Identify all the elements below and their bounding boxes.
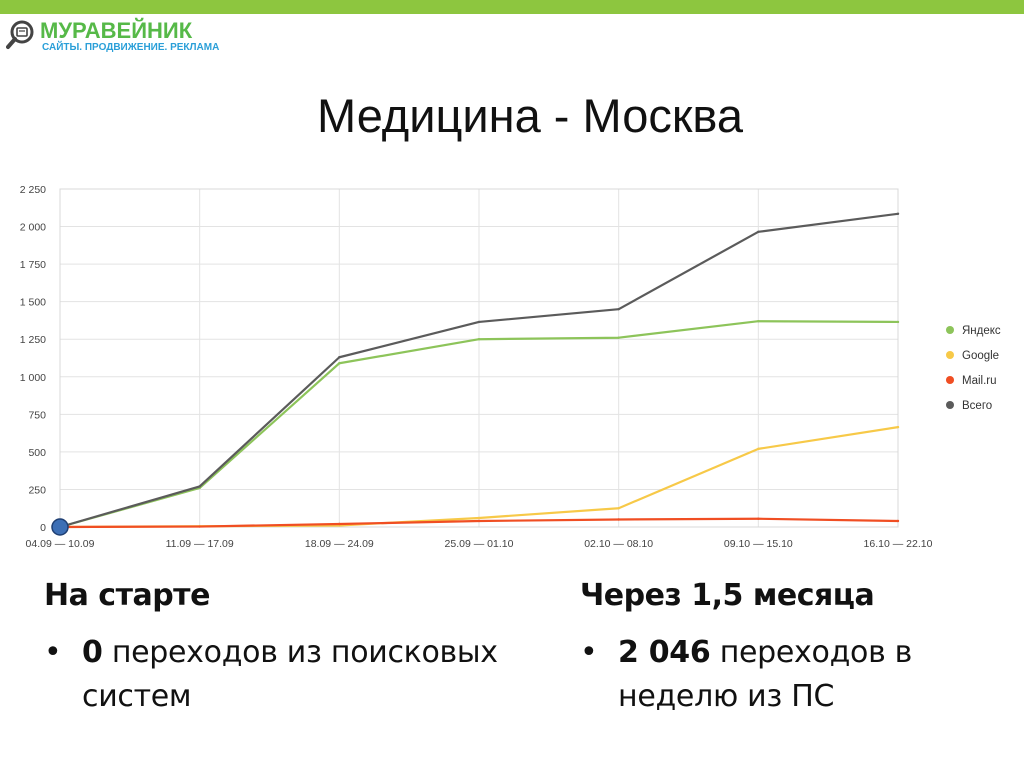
y-tick-label: 2 250 — [20, 184, 46, 196]
x-tick-label: 25.09 — 01.10 — [445, 538, 514, 550]
y-tick-label: 1 000 — [20, 372, 46, 384]
legend-label: Google — [962, 350, 999, 362]
data-point — [896, 425, 900, 429]
y-tick-label: 1 500 — [20, 297, 46, 309]
line-chart: 0 250 500 750 1 000 1 250 1 500 1 750 2 000 2 250… — [0, 172, 1024, 560]
after-value: 2 046 — [618, 635, 711, 670]
legend-label: Яндекс — [962, 325, 1001, 337]
data-point — [338, 522, 341, 526]
after-text: переходов в неделю из ПС — [618, 635, 913, 714]
start-heading: На старте — [44, 578, 210, 613]
y-tick-label: 0 — [40, 522, 46, 534]
y-tick-label: 2 000 — [20, 222, 46, 234]
x-tick-label: 02.10 — 08.10 — [584, 538, 653, 550]
bullet-marker: • — [44, 635, 62, 670]
data-point — [477, 338, 481, 341]
data-point — [896, 519, 900, 523]
data-point — [896, 320, 900, 324]
start-text: переходов из поисковых систем — [82, 635, 498, 714]
data-point — [477, 516, 481, 520]
y-tick-label: 500 — [28, 447, 46, 459]
x-tick-label: 18.09 — 24.09 — [305, 538, 374, 550]
plot-border — [59, 188, 899, 528]
data-point — [198, 485, 201, 488]
legend-label: Mail.ru — [962, 375, 997, 387]
start-marker — [51, 518, 69, 536]
data-point — [617, 307, 620, 311]
x-tick-label: 11.09 — 17.09 — [166, 538, 234, 550]
top-accent-bar — [0, 0, 1024, 14]
data-point — [757, 517, 760, 520]
legend-swatch — [946, 376, 954, 384]
start-value: 0 — [82, 635, 103, 670]
y-tick-label: 750 — [28, 409, 46, 421]
brand-tagline: САЙТЫ. ПРОДВИЖЕНИЕ. РЕКЛАМА — [42, 42, 220, 53]
result-after: Через 1,5 месяца • 2 046 переходов в нед… — [580, 578, 1020, 719]
brand-name: МУРАВЕЙНИК — [40, 18, 193, 43]
legend-swatch — [946, 326, 954, 334]
data-point — [617, 518, 620, 521]
legend-label: Всего — [962, 400, 992, 412]
y-tick-label: 1 750 — [20, 259, 46, 271]
data-point — [757, 447, 760, 451]
data-point — [477, 519, 481, 523]
after-heading: Через 1,5 месяца — [580, 578, 875, 613]
legend-swatch — [946, 401, 954, 409]
data-point — [757, 319, 760, 323]
data-point — [896, 212, 900, 215]
result-start: На старте • 0 переходов из поисковых сис… — [44, 578, 514, 719]
brand-logo[interactable]: МУРАВЕЙНИК САЙТЫ. ПРОДВИЖЕНИЕ. РЕКЛАМА — [4, 18, 219, 62]
data-point — [338, 356, 341, 359]
after-bullet: • 2 046 переходов в неделю из ПС — [580, 631, 1020, 719]
x-tick-label: 04.09 — 10.09 — [26, 538, 95, 550]
y-tick-label: 250 — [28, 484, 46, 496]
page-title: Медицина - Москва — [317, 89, 743, 142]
data-point — [338, 362, 341, 365]
chart-canvas: 0 250 500 750 1 000 1 250 1 500 1 750 2 000 2 250… — [20, 184, 1001, 550]
data-point — [477, 320, 481, 324]
y-tick-label: 1 250 — [20, 334, 46, 346]
data-point — [198, 525, 201, 528]
data-point — [757, 230, 760, 234]
x-tick-label: 09.10 — 15.10 — [724, 538, 793, 550]
start-bullet: • 0 переходов из поисковых систем — [44, 631, 514, 719]
legend-swatch — [946, 351, 954, 359]
magnifier-icon — [6, 20, 34, 49]
data-point — [617, 507, 620, 510]
x-tick-label: 16.10 — 22.10 — [864, 538, 933, 550]
bullet-marker: • — [580, 635, 598, 670]
data-point — [617, 336, 620, 339]
